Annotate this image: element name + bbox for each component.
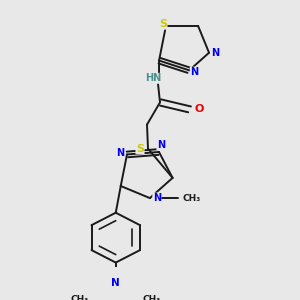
- Text: N: N: [116, 148, 124, 158]
- Text: HN: HN: [145, 73, 161, 83]
- Text: N: N: [153, 193, 161, 203]
- Text: CH₃: CH₃: [142, 296, 161, 300]
- Text: CH₃: CH₃: [70, 296, 89, 300]
- Text: N: N: [111, 278, 120, 288]
- Text: N: N: [157, 140, 165, 150]
- Text: S: S: [136, 144, 144, 154]
- Text: N: N: [211, 48, 219, 58]
- Text: N: N: [190, 67, 198, 77]
- Text: O: O: [194, 104, 204, 115]
- Text: S: S: [159, 19, 167, 29]
- Text: CH₃: CH₃: [183, 194, 201, 202]
